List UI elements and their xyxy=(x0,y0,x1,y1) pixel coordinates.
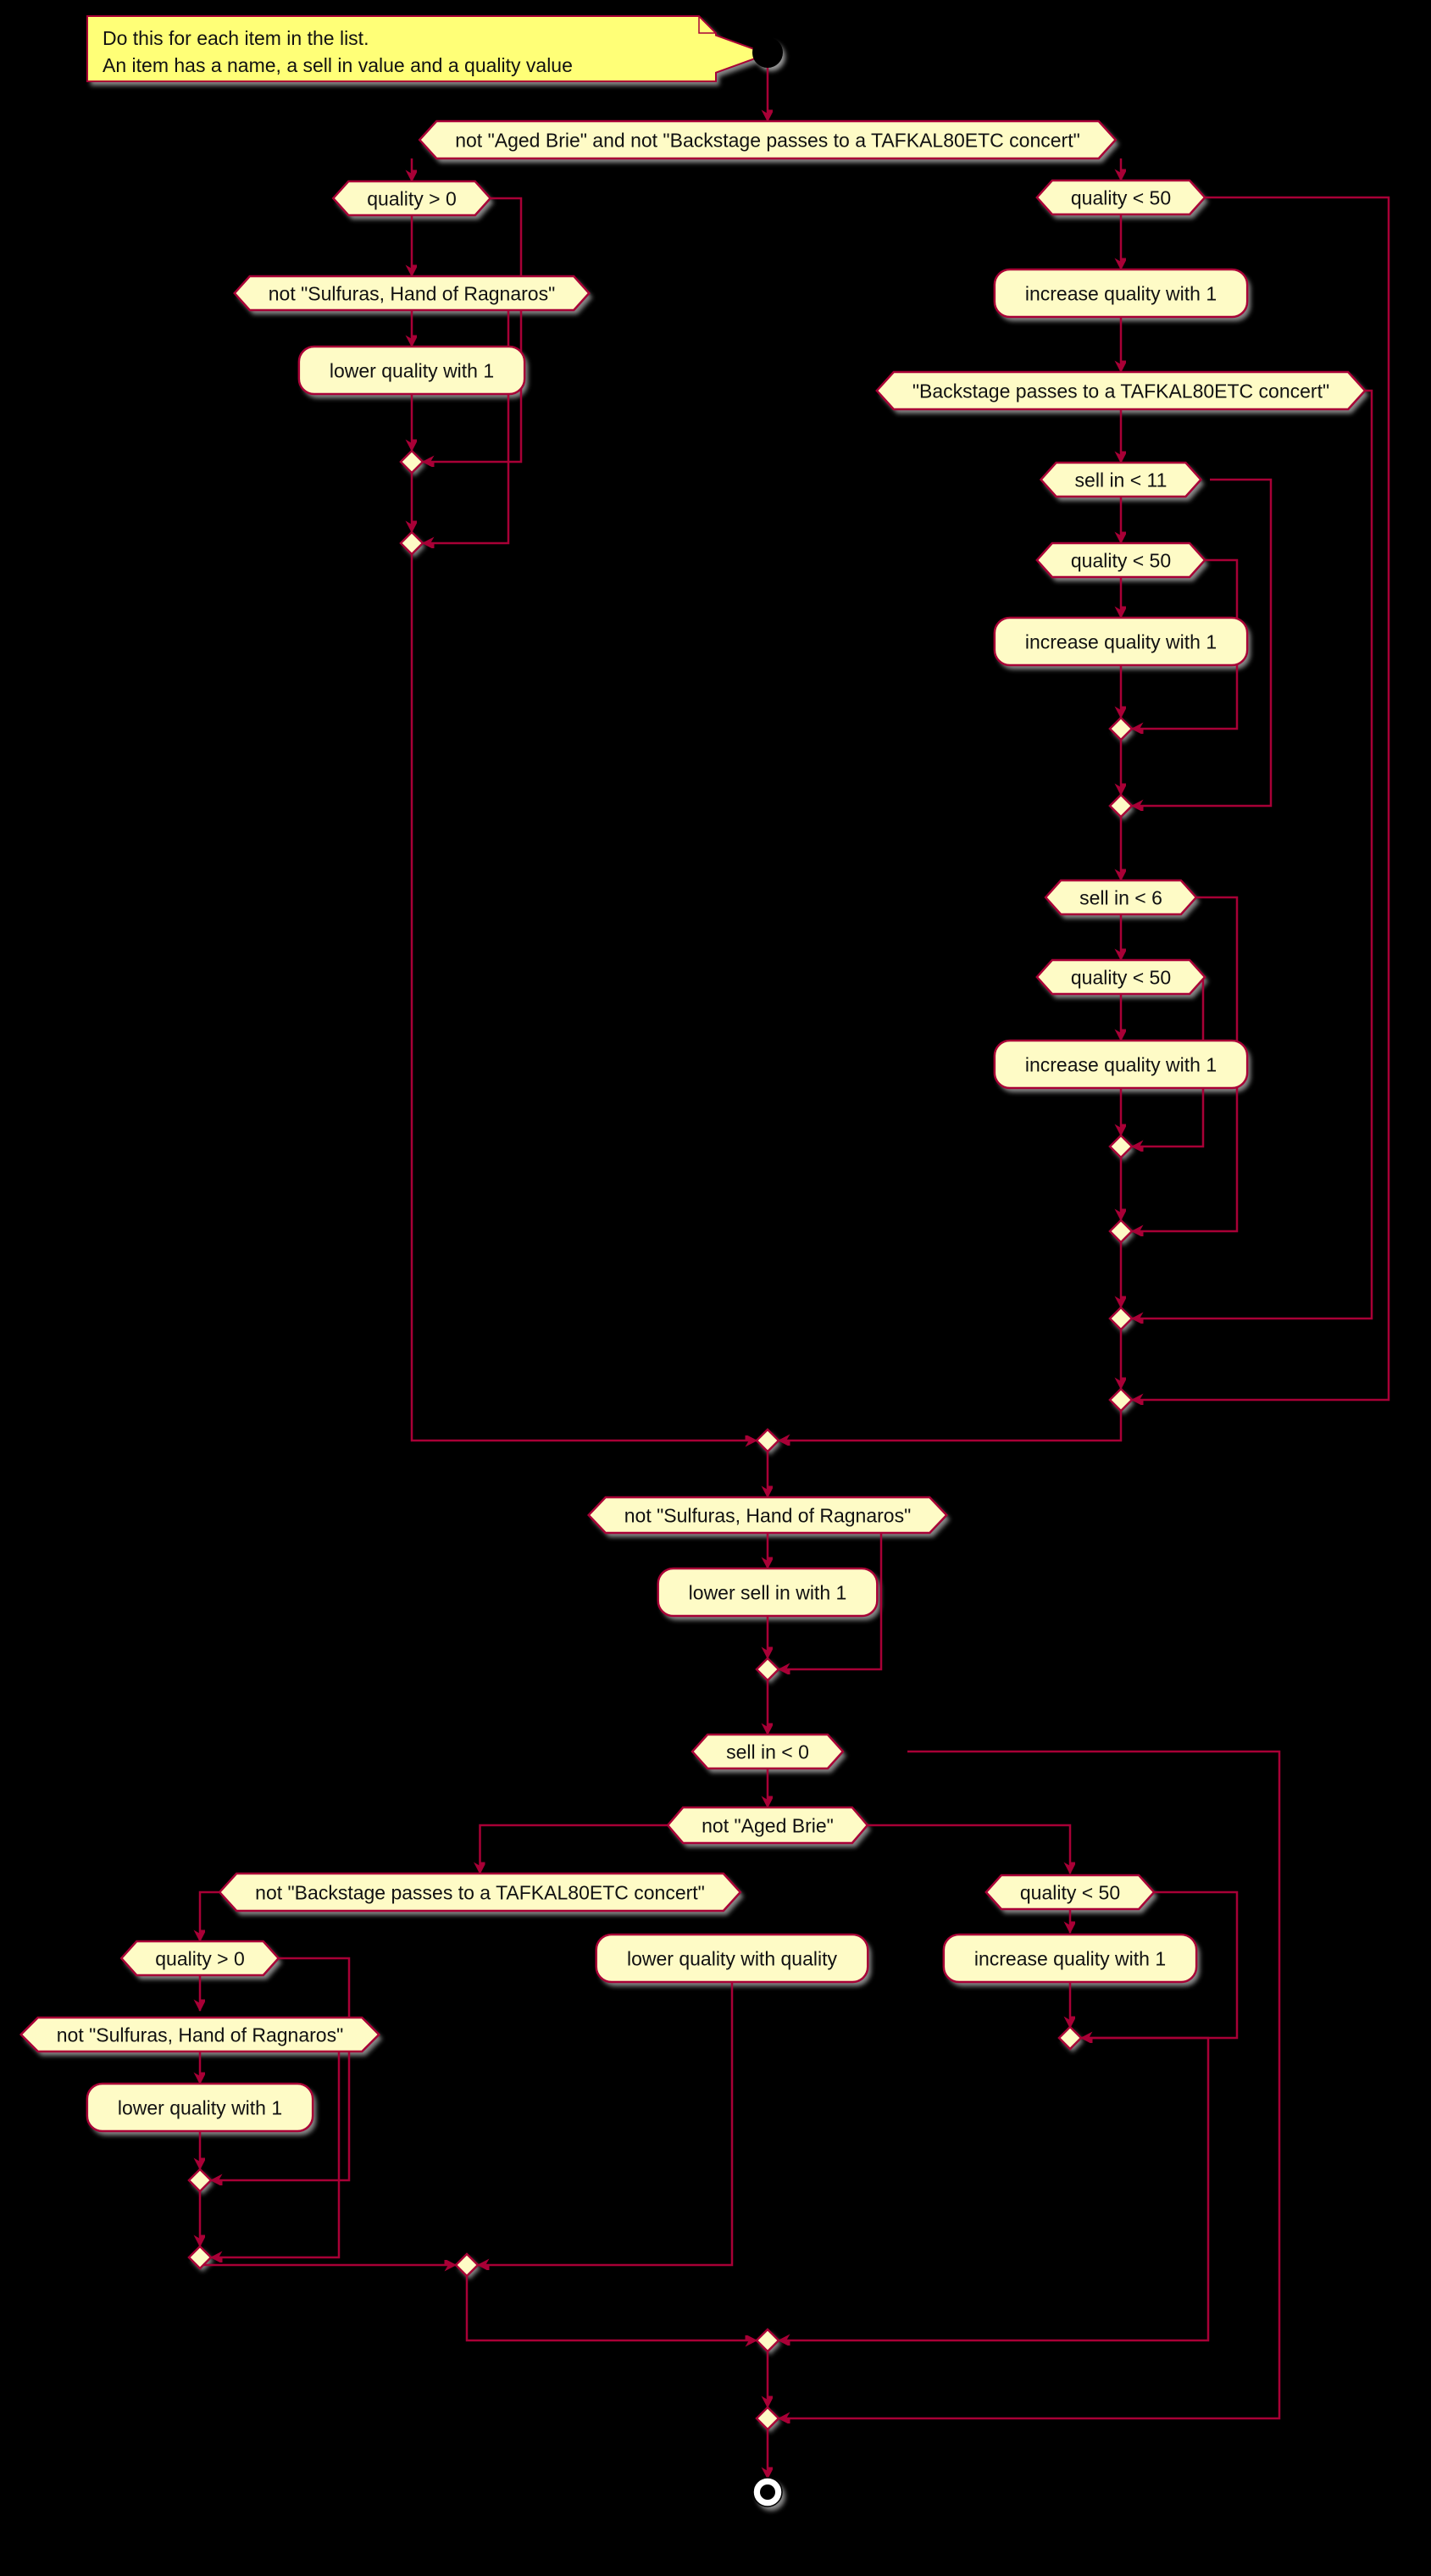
svg-text:quality < 50: quality < 50 xyxy=(1020,1881,1120,1903)
svg-text:Do this for each item in the l: Do this for each item in the list. xyxy=(103,27,369,49)
svg-text:An item has a name, a sell in: An item has a name, a sell in value and … xyxy=(103,54,573,76)
svg-text:lower quality with 1: lower quality with 1 xyxy=(330,359,494,381)
svg-text:quality > 0: quality > 0 xyxy=(155,1947,245,1969)
svg-text:not "Sulfuras, Hand of Ragnaro: not "Sulfuras, Hand of Ragnaros" xyxy=(624,1504,912,1526)
svg-text:increase quality with 1: increase quality with 1 xyxy=(1025,630,1217,652)
svg-text:sell in < 6: sell in < 6 xyxy=(1079,886,1162,908)
svg-text:sell in < 11: sell in < 11 xyxy=(1075,469,1168,491)
svg-text:lower quality with quality: lower quality with quality xyxy=(627,1947,838,1969)
svg-text:"Backstage passes to a TAFKAL8: "Backstage passes to a TAFKAL80ETC conce… xyxy=(912,380,1329,402)
svg-text:increase quality with 1: increase quality with 1 xyxy=(1025,282,1217,304)
svg-text:not "Aged Brie" and not "Backs: not "Aged Brie" and not "Backstage passe… xyxy=(455,129,1080,151)
svg-text:not "Sulfuras, Hand of Ragnaro: not "Sulfuras, Hand of Ragnaros" xyxy=(57,2024,344,2046)
svg-text:sell in < 0: sell in < 0 xyxy=(726,1740,809,1763)
svg-text:lower quality with 1: lower quality with 1 xyxy=(118,2096,282,2118)
svg-text:not "Aged Brie": not "Aged Brie" xyxy=(702,1814,834,1836)
svg-text:quality < 50: quality < 50 xyxy=(1071,186,1171,208)
svg-text:quality > 0: quality > 0 xyxy=(367,187,457,209)
svg-text:quality < 50: quality < 50 xyxy=(1071,966,1171,988)
svg-text:quality < 50: quality < 50 xyxy=(1071,549,1171,571)
svg-text:increase quality with 1: increase quality with 1 xyxy=(1025,1053,1217,1075)
svg-text:lower sell in with 1: lower sell in with 1 xyxy=(689,1581,847,1603)
svg-text:increase quality with 1: increase quality with 1 xyxy=(974,1947,1166,1969)
svg-text:not "Backstage passes to a TAF: not "Backstage passes to a TAFKAL80ETC c… xyxy=(255,1881,705,1903)
svg-text:not "Sulfuras, Hand of Ragnaro: not "Sulfuras, Hand of Ragnaros" xyxy=(269,282,556,304)
